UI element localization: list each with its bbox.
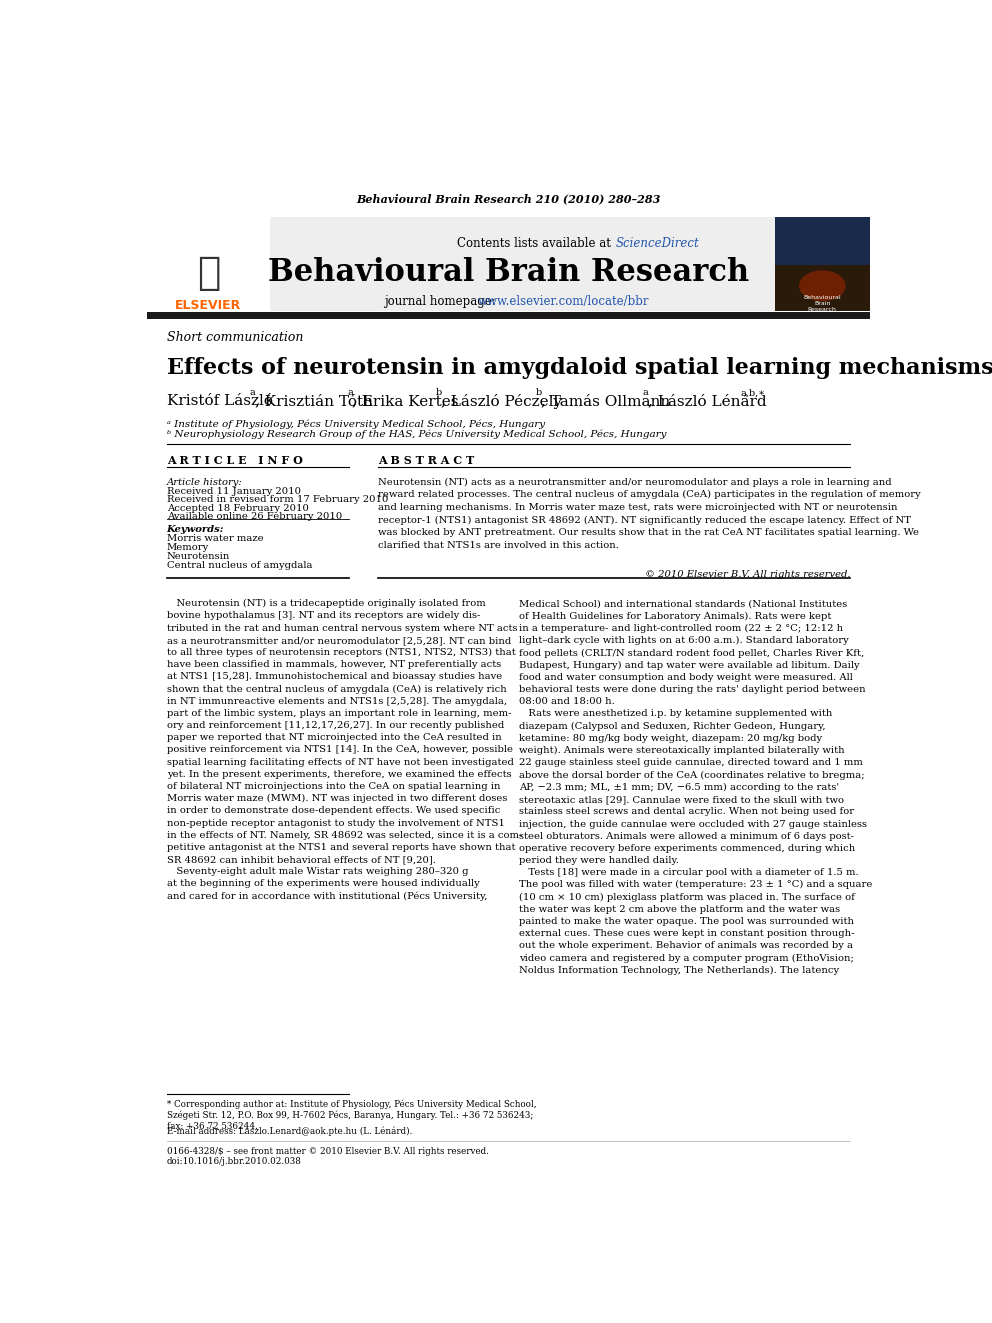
Text: a,b,∗: a,b,∗ <box>740 389 765 397</box>
Text: , Krisztián Tóth: , Krisztián Tóth <box>255 394 373 409</box>
Text: Effects of neurotensin in amygdaloid spatial learning mechanisms: Effects of neurotensin in amygdaloid spa… <box>167 357 992 380</box>
Text: Memory: Memory <box>167 542 209 552</box>
Text: Keywords:: Keywords: <box>167 524 224 533</box>
Text: journal homepage:: journal homepage: <box>385 295 500 308</box>
Text: a: a <box>250 389 255 397</box>
Text: Received 11 January 2010: Received 11 January 2010 <box>167 487 301 496</box>
Bar <box>775 265 870 311</box>
Text: Behavioural Brain Research: Behavioural Brain Research <box>268 257 749 288</box>
Text: , László Lénárd: , László Lénárd <box>648 394 766 409</box>
Bar <box>147 312 870 319</box>
Text: , Erika Kertes: , Erika Kertes <box>352 394 458 409</box>
Text: b: b <box>536 389 542 397</box>
Text: , László Péczely: , László Péczely <box>441 394 562 409</box>
Text: 🌲: 🌲 <box>196 254 220 291</box>
Text: Available online 26 February 2010: Available online 26 February 2010 <box>167 512 342 521</box>
Text: * Corresponding author at: Institute of Physiology, Pécs University Medical Scho: * Corresponding author at: Institute of … <box>167 1099 537 1131</box>
Text: Accepted 18 February 2010: Accepted 18 February 2010 <box>167 504 309 513</box>
Text: Medical School) and international standards (National Institutes
of Health Guide: Medical School) and international standa… <box>519 599 873 975</box>
Text: Kristóf László: Kristóf László <box>167 394 273 409</box>
Text: Neurotensin (NT) is a tridecapeptide originally isolated from
bovine hypothalamu: Neurotensin (NT) is a tridecapeptide ori… <box>167 599 522 901</box>
Text: ᵃ Institute of Physiology, Pécs University Medical School, Pécs, Hungary: ᵃ Institute of Physiology, Pécs Universi… <box>167 419 545 429</box>
Text: Short communication: Short communication <box>167 331 303 344</box>
Text: 0166-4328/$ – see front matter © 2010 Elsevier B.V. All rights reserved.: 0166-4328/$ – see front matter © 2010 El… <box>167 1147 488 1156</box>
Text: Neurotensin: Neurotensin <box>167 552 230 561</box>
Text: doi:10.1016/j.bbr.2010.02.038: doi:10.1016/j.bbr.2010.02.038 <box>167 1158 302 1167</box>
Text: ᵇ Neurophysiology Research Group of the HAS, Pécs University Medical School, Péc: ᵇ Neurophysiology Research Group of the … <box>167 430 666 439</box>
Text: Central nucleus of amygdala: Central nucleus of amygdala <box>167 561 312 570</box>
Text: Neurotensin (NT) acts as a neurotransmitter and/or neuromodulator and plays a ro: Neurotensin (NT) acts as a neurotransmit… <box>378 478 921 549</box>
Text: ScienceDirect: ScienceDirect <box>615 237 699 250</box>
Bar <box>147 217 270 311</box>
Text: b: b <box>435 389 441 397</box>
Text: Morris water maze: Morris water maze <box>167 533 263 542</box>
Text: , Tamás Ollmann: , Tamás Ollmann <box>542 394 671 409</box>
Text: a: a <box>643 389 648 397</box>
Text: www.elsevier.com/locate/bbr: www.elsevier.com/locate/bbr <box>477 295 649 308</box>
Bar <box>775 217 870 311</box>
Text: Received in revised form 17 February 2010: Received in revised form 17 February 201… <box>167 495 388 504</box>
Text: © 2010 Elsevier B.V. All rights reserved.: © 2010 Elsevier B.V. All rights reserved… <box>645 570 850 579</box>
Text: Behavioural
Brain
Research: Behavioural Brain Research <box>804 295 841 312</box>
Text: A R T I C L E   I N F O: A R T I C L E I N F O <box>167 455 303 466</box>
Text: a: a <box>347 389 353 397</box>
Text: E-mail address: Laszlo.Lenard@aok.pte.hu (L. Lénárd).: E-mail address: Laszlo.Lenard@aok.pte.hu… <box>167 1127 412 1136</box>
Text: A B S T R A C T: A B S T R A C T <box>378 455 474 466</box>
Text: Contents lists available at: Contents lists available at <box>457 237 615 250</box>
Text: ELSEVIER: ELSEVIER <box>176 299 242 311</box>
Text: Behavioural Brain Research 210 (2010) 280–283: Behavioural Brain Research 210 (2010) 28… <box>356 193 661 204</box>
Ellipse shape <box>799 270 845 302</box>
Bar <box>147 217 870 311</box>
Text: Article history:: Article history: <box>167 478 242 487</box>
